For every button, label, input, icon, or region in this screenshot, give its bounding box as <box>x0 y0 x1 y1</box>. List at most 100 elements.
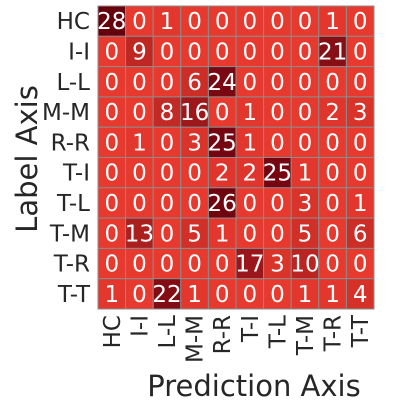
cell-value-label: 16 <box>180 100 209 126</box>
heatmap-cell <box>318 187 347 219</box>
cell-value-label: 0 <box>298 39 313 65</box>
heatmap-cell <box>152 157 182 189</box>
cell-value-label: 0 <box>270 130 285 156</box>
cell-value-label: 1 <box>298 282 313 308</box>
cell-value-label: 0 <box>132 9 147 35</box>
x-tick-label: L-L <box>155 315 181 349</box>
x-tick-label: T-R <box>321 315 347 352</box>
cell-value-label: 0 <box>104 39 119 65</box>
cell-value-label: 1 <box>325 282 340 308</box>
cell-value-label: 1 <box>325 9 340 35</box>
heatmap-cell <box>318 126 347 158</box>
heatmap-cell <box>263 96 292 128</box>
cell-value-label: 0 <box>187 191 202 217</box>
heatmap-cell <box>290 126 320 158</box>
cell-value-label: 0 <box>160 191 175 217</box>
cell-value-label: 0 <box>242 282 257 308</box>
heatmap-cell <box>345 247 375 280</box>
heatmap-cell <box>207 157 237 189</box>
cell-value-label: 3 <box>187 130 202 156</box>
heatmap-cell <box>263 66 292 98</box>
cell-value-label: 1 <box>104 282 119 308</box>
cell-value-label: 0 <box>215 39 230 65</box>
heatmap-cell <box>125 66 154 98</box>
heatmap-cell <box>125 126 154 158</box>
heatmap-cell <box>318 278 347 310</box>
heatmap-cell <box>318 157 347 189</box>
cell-value-label: 0 <box>325 130 340 156</box>
heatmap-cell <box>207 126 237 158</box>
cell-value-label: 0 <box>132 161 147 187</box>
cell-value-label: 0 <box>132 191 147 217</box>
heatmap-cell <box>263 187 292 219</box>
heatmap-cell <box>207 247 237 280</box>
cell-value-label: 0 <box>132 100 147 126</box>
cell-value-label: 0 <box>187 161 202 187</box>
cell-value-label: 5 <box>298 221 313 247</box>
x-tick-label: HC <box>100 315 126 348</box>
heatmap-cell <box>152 278 182 310</box>
cell-value-label: 0 <box>160 252 175 278</box>
cell-value-label: 0 <box>104 161 119 187</box>
heatmap-cell <box>345 5 375 37</box>
cell-value-label: 0 <box>270 9 285 35</box>
cell-value-label: 0 <box>353 130 368 156</box>
cell-value-label: 0 <box>187 252 202 278</box>
heatmap-cell <box>235 126 265 158</box>
heatmap-cell <box>345 66 375 98</box>
heatmap-cell <box>318 217 347 249</box>
cell-value-label: 2 <box>325 100 340 126</box>
heatmap-cell-labels: 28 0 1 0 0 0 0 0 1 00 9 0 0 0 0 0 0 21 00 0 0 6 24 0 0 0 0 00 0 8 16 0 1… <box>97 9 367 308</box>
x-tick-label: T-T <box>348 314 374 348</box>
x-tick-label: R-R <box>210 315 236 354</box>
cell-value-label: 0 <box>160 130 175 156</box>
cell-value-label: 0 <box>160 161 175 187</box>
heatmap-cell <box>235 5 265 37</box>
cell-value-label: 0 <box>132 70 147 96</box>
cell-value-label: 0 <box>298 130 313 156</box>
cell-value-label: 28 <box>97 9 126 35</box>
heatmap-cell <box>235 187 265 219</box>
cell-value-label: 26 <box>208 191 237 217</box>
heatmap-cell <box>318 247 347 280</box>
heatmap-cell <box>97 96 127 128</box>
y-tick-label: R-R <box>51 130 90 156</box>
heatmap-cell <box>345 126 375 158</box>
cell-value-label: 0 <box>353 39 368 65</box>
cell-value-label: 5 <box>187 221 202 247</box>
heatmap-cell <box>263 35 292 68</box>
y-tick-label: T-I <box>62 161 90 187</box>
cell-value-label: 24 <box>208 70 237 96</box>
cell-value-label: 25 <box>208 130 237 156</box>
cell-value-label: 2 <box>215 161 230 187</box>
y-axis-title: Label Axis <box>10 85 44 233</box>
cell-value-label: 0 <box>104 221 119 247</box>
heatmap-cell <box>97 187 127 219</box>
cell-value-label: 21 <box>318 39 347 65</box>
cell-value-label: 0 <box>132 252 147 278</box>
cell-value-label: 0 <box>270 70 285 96</box>
heatmap-cell <box>290 187 320 219</box>
y-tick-labels: HC I-I L-L M-M R-R T-I T-L T-M T-R T-T <box>42 9 91 308</box>
cell-value-label: 9 <box>132 39 147 65</box>
cell-value-label: 2 <box>242 161 257 187</box>
y-tick-label: T-M <box>49 221 90 247</box>
cell-value-label: 0 <box>187 39 202 65</box>
y-tick-label: I-I <box>68 39 90 65</box>
cell-value-label: 0 <box>353 252 368 278</box>
cell-value-label: 1 <box>215 221 230 247</box>
y-tick-label: T-T <box>57 282 91 308</box>
x-tick-labels: HC I-I L-L M-M R-R T-I T-L T-M T-R T-T <box>100 314 374 363</box>
heatmap-cell <box>235 96 265 128</box>
cell-value-label: 0 <box>160 221 175 247</box>
heatmap-cell <box>180 187 209 219</box>
cell-value-label: 6 <box>353 221 368 247</box>
cell-value-label: 0 <box>104 130 119 156</box>
cell-value-label: 4 <box>353 282 368 308</box>
heatmap-cell <box>345 187 375 219</box>
cell-value-label: 3 <box>270 252 285 278</box>
y-tick-label: T-L <box>56 191 90 217</box>
heatmap-cell <box>290 5 320 37</box>
y-tick-label: T-R <box>53 252 90 278</box>
heatmap-cell <box>152 217 182 249</box>
